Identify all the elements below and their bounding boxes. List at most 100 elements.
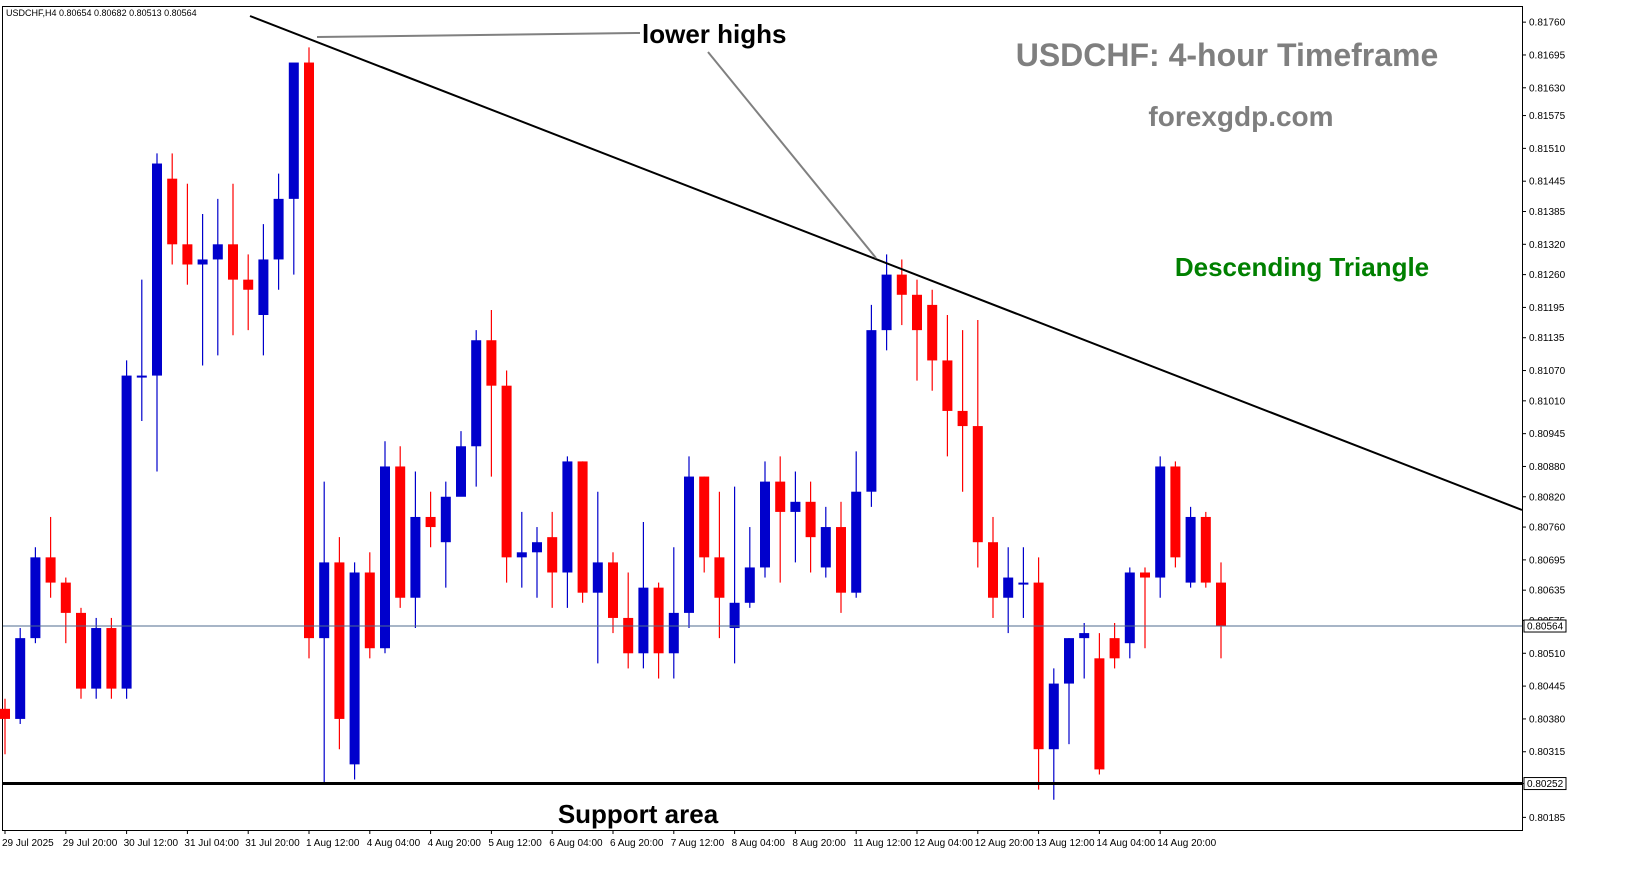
price-tick-label: 0.80695 xyxy=(1529,555,1566,566)
candle xyxy=(684,456,694,629)
candle-body xyxy=(1216,582,1226,627)
candle-body xyxy=(501,385,512,558)
candle-body xyxy=(775,481,786,512)
price-tick-label: 0.81010 xyxy=(1529,396,1566,407)
candle-body xyxy=(440,496,451,543)
candle-body xyxy=(45,557,56,583)
candle xyxy=(957,330,968,492)
candle xyxy=(1155,456,1166,598)
candle-body xyxy=(912,294,922,331)
candle-body xyxy=(653,587,664,654)
price-tick-label: 0.81445 xyxy=(1529,177,1566,188)
candle xyxy=(790,471,801,563)
candle-body xyxy=(1170,466,1181,558)
time-tick-label: 7 Aug 12:00 xyxy=(671,838,725,849)
candle-body xyxy=(136,375,147,378)
price-tick-label: 0.80185 xyxy=(1529,813,1566,824)
price-tick-label: 0.81260 xyxy=(1529,270,1566,281)
candle xyxy=(380,441,390,654)
time-tick-label: 4 Aug 20:00 xyxy=(428,838,482,849)
candle-body xyxy=(15,638,26,719)
candle xyxy=(592,491,603,664)
time-tick-label: 4 Aug 04:00 xyxy=(367,838,421,849)
candle-body xyxy=(896,274,907,295)
candle-body xyxy=(212,244,223,260)
chart-title: USDCHF: 4-hour Timeframe xyxy=(1016,37,1439,73)
candle xyxy=(653,582,664,679)
candle-body xyxy=(866,330,877,492)
candle xyxy=(1200,511,1211,588)
candle-body xyxy=(942,360,953,411)
candle-body xyxy=(1079,633,1090,639)
candle xyxy=(212,198,223,356)
candle xyxy=(896,259,907,326)
candle-body xyxy=(1094,658,1105,770)
candle xyxy=(456,431,466,497)
candle-body xyxy=(1003,577,1014,598)
price-tick-label: 0.80380 xyxy=(1529,714,1566,725)
price-tick-label: 0.80760 xyxy=(1529,523,1566,534)
price-tick-label: 0.80635 xyxy=(1529,586,1566,597)
candle-body xyxy=(820,527,831,568)
candle-body xyxy=(258,259,269,315)
candle xyxy=(972,320,983,568)
candle-body xyxy=(744,567,755,603)
candle-body xyxy=(881,274,892,331)
time-tick-label: 14 Aug 04:00 xyxy=(1096,838,1155,849)
time-tick-label: 30 Jul 12:00 xyxy=(124,838,179,849)
time-tick-label: 31 Jul 04:00 xyxy=(184,838,239,849)
candle-body xyxy=(592,562,603,593)
candle-body xyxy=(76,612,86,689)
candle-body xyxy=(395,466,406,598)
candle-body xyxy=(456,446,466,497)
candle-body xyxy=(273,198,284,260)
candle xyxy=(1170,461,1181,568)
candle-body xyxy=(608,562,618,618)
candle-body xyxy=(91,628,102,689)
price-axis: 0.81760 0.81695 0.81630 0.81575 0.81510 0.814… xyxy=(1522,18,1567,824)
time-tick-label: 8 Aug 20:00 xyxy=(792,838,846,849)
candle-body xyxy=(927,304,938,361)
candle-body xyxy=(836,527,846,593)
candle xyxy=(1003,547,1014,634)
candle-body xyxy=(304,62,314,639)
price-tick-label: 0.80820 xyxy=(1529,492,1566,503)
candle xyxy=(1140,567,1150,649)
price-tick-label: 0.80880 xyxy=(1529,462,1566,473)
price-tick-label: 0.80315 xyxy=(1529,747,1566,758)
candle xyxy=(319,481,330,785)
time-tick-label: 5 Aug 12:00 xyxy=(488,838,542,849)
candle-body xyxy=(1140,572,1150,578)
candle xyxy=(1048,668,1059,800)
candle xyxy=(440,481,451,588)
candle xyxy=(1216,562,1226,659)
candle-body xyxy=(532,542,542,553)
candle-body xyxy=(699,476,710,558)
candle-body xyxy=(516,552,527,558)
price-marker-box xyxy=(1523,777,1567,791)
price-tick-label: 0.81195 xyxy=(1529,303,1565,314)
candles-group xyxy=(0,47,1226,800)
price-tick-label: 0.80445 xyxy=(1529,682,1566,693)
candle xyxy=(881,254,892,351)
descending-trendline xyxy=(249,15,1523,511)
support-area-label: Support area xyxy=(558,799,719,829)
candle-body xyxy=(486,340,497,386)
candle-body xyxy=(729,602,740,629)
candle-body xyxy=(349,572,360,765)
candle xyxy=(744,527,755,608)
candle xyxy=(0,698,10,755)
price-tick-label: 0.81760 xyxy=(1529,18,1566,29)
candle xyxy=(988,516,998,618)
time-axis: 29 Jul 2025 29 Jul 20:00 30 Jul 12:00 31 Ju… xyxy=(2,830,1217,849)
candle xyxy=(121,360,132,699)
time-tick-label: 13 Aug 12:00 xyxy=(1036,838,1095,849)
candle xyxy=(532,527,542,598)
candle-body xyxy=(243,279,254,290)
candle xyxy=(942,314,953,457)
candle xyxy=(714,491,725,639)
time-tick-label: 29 Jul 2025 xyxy=(2,838,54,849)
pattern-label: Descending Triangle xyxy=(1175,252,1429,282)
